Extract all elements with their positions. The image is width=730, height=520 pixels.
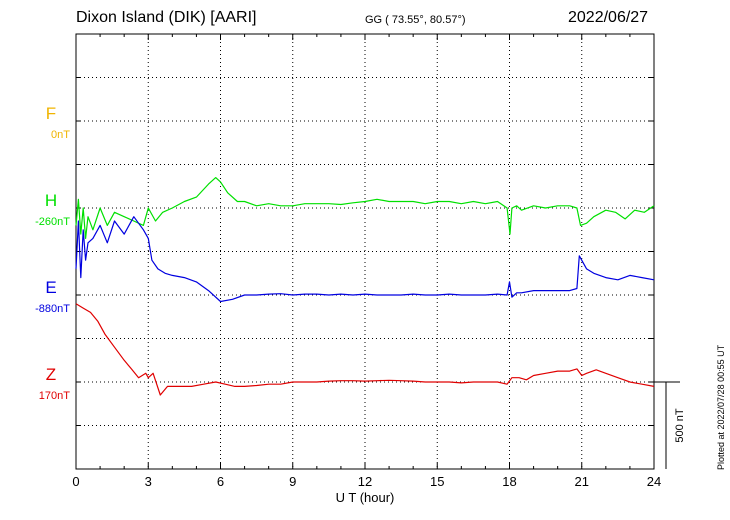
x-tick-label: 3	[145, 474, 152, 489]
plotted-timestamp: Plotted at 2022/07/28 00:55 UT	[716, 344, 726, 470]
x-tick-label: 9	[289, 474, 296, 489]
x-tick-label: 18	[502, 474, 516, 489]
scale-bar: 500 nT	[654, 381, 686, 469]
x-tick-label: 21	[575, 474, 589, 489]
series-name-label: E	[45, 278, 56, 297]
series-baseline-label: -260nT	[35, 216, 70, 228]
series-name-label: H	[45, 191, 57, 210]
station-coordinates: GG ( 73.55°, 80.57°)	[365, 14, 466, 26]
series-line-z	[75, 303, 655, 396]
series-name-label: F	[46, 104, 56, 123]
series-baseline-label: 170nT	[39, 390, 70, 402]
gridlines	[76, 34, 654, 469]
series-line-h	[75, 177, 655, 239]
series-line-e	[75, 216, 655, 303]
tick-marks	[75, 34, 655, 469]
station-title: Dixon Island (DIK) [AARI]	[76, 9, 257, 26]
x-tick-label: 12	[358, 474, 372, 489]
series-labels: F 0nT H -260nT E -880nT Z 170nT	[35, 104, 70, 402]
series-baseline-label: 0nT	[51, 129, 70, 141]
x-tick-labels: 0 3 6 9 12 15 18 21 24	[72, 474, 661, 489]
x-tick-label: 15	[430, 474, 444, 489]
series-lines	[75, 177, 655, 396]
scale-bar-label: 500 nT	[674, 408, 686, 443]
x-tick-label: 0	[72, 474, 79, 489]
chart-date: 2022/06/27	[568, 9, 649, 26]
x-axis-label: U T (hour)	[336, 490, 395, 505]
series-name-label: Z	[46, 365, 56, 384]
series-baseline-label: -880nT	[35, 303, 70, 315]
x-tick-label: 24	[647, 474, 661, 489]
x-tick-label: 6	[217, 474, 224, 489]
